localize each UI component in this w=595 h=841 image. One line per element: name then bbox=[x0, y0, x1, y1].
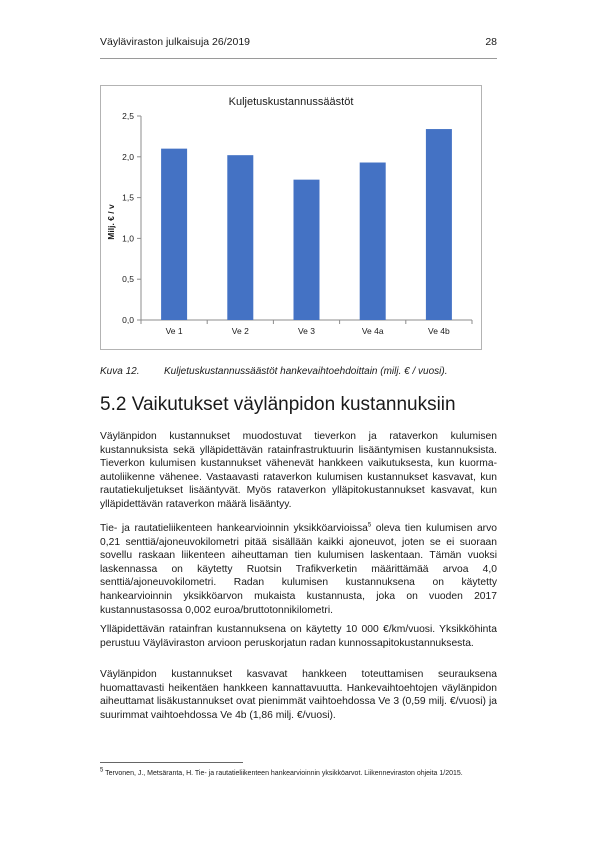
x-tick-label: Ve 3 bbox=[298, 326, 315, 336]
footnote-marker: 5 bbox=[100, 767, 104, 774]
paragraph-3: Ylläpidettävän ratainfran kustannuksena … bbox=[100, 624, 497, 649]
bar-ve-4a bbox=[359, 162, 386, 320]
bar-ve-2 bbox=[227, 155, 254, 320]
x-tick-label: Ve 1 bbox=[166, 326, 183, 336]
header-divider bbox=[100, 58, 497, 59]
paragraph-1: Väylänpidon kustannukset muodostuvat tie… bbox=[100, 431, 497, 510]
paragraph-4: Väylänpidon kustannukset kasvavat hankke… bbox=[100, 669, 497, 721]
footnote-text: Tervonen, J., Metsäranta, H. Tie- ja rau… bbox=[103, 770, 463, 777]
y-tick-label: 1,5 bbox=[122, 193, 134, 203]
x-tick-label: Ve 4a bbox=[362, 326, 384, 336]
y-tick-label: 1,0 bbox=[122, 233, 134, 243]
section-heading: 5.2 Vaikutukset väylänpidon kustannuksii… bbox=[100, 394, 456, 415]
y-tick-label: 2,5 bbox=[122, 111, 134, 121]
paragraph-2-start: Tie- ja rautatieliikenteen hankearvioinn… bbox=[100, 523, 368, 534]
y-tick-label: 2,0 bbox=[122, 152, 134, 162]
bars bbox=[161, 129, 452, 320]
page-header: Väyläviraston julkaisuja 26/2019 28 bbox=[100, 36, 497, 50]
x-ticks: Ve 1 Ve 2 Ve 3 Ve 4a Ve 4b bbox=[140, 320, 473, 336]
bar-ve-1 bbox=[161, 148, 188, 320]
footnote-divider bbox=[100, 762, 243, 763]
caption-number: Kuva 12. bbox=[100, 366, 140, 377]
footnote-reference: 5 bbox=[367, 522, 372, 529]
y-ticks: 0,0 0,5 1,0 1,5 2,0 2,5 bbox=[122, 111, 141, 325]
x-tick-label: Ve 2 bbox=[232, 326, 249, 336]
y-tick-label: 0,5 bbox=[122, 274, 134, 284]
chart-title: Kuljetuskustannussäästöt bbox=[229, 96, 354, 108]
bar-ve-3 bbox=[293, 179, 320, 320]
footnote: 5 Tervonen, J., Metsäranta, H. Tie- ja r… bbox=[100, 767, 497, 779]
paragraph-2: Tie- ja rautatieliikenteen hankearvioinn… bbox=[100, 522, 497, 617]
caption-text: Kuljetuskustannussäästöt hankevaihtoehdo… bbox=[164, 366, 448, 377]
y-axis-label: Milj. € / v bbox=[106, 204, 116, 240]
page-number: 28 bbox=[485, 36, 497, 48]
bar-ve-4b bbox=[425, 129, 452, 320]
chart-frame: Kuljetuskustannussäästöt Milj. € / v 0,0… bbox=[100, 85, 482, 350]
paragraph-2-rest: oleva tien kulumisen arvo 0,21 senttiä/a… bbox=[100, 523, 497, 616]
y-tick-label: 0,0 bbox=[122, 315, 134, 325]
bar-chart: Kuljetuskustannussäästöt Milj. € / v 0,0… bbox=[106, 96, 473, 336]
publication-title: Väyläviraston julkaisuja 26/2019 bbox=[100, 36, 251, 48]
x-tick-label: Ve 4b bbox=[428, 326, 450, 336]
